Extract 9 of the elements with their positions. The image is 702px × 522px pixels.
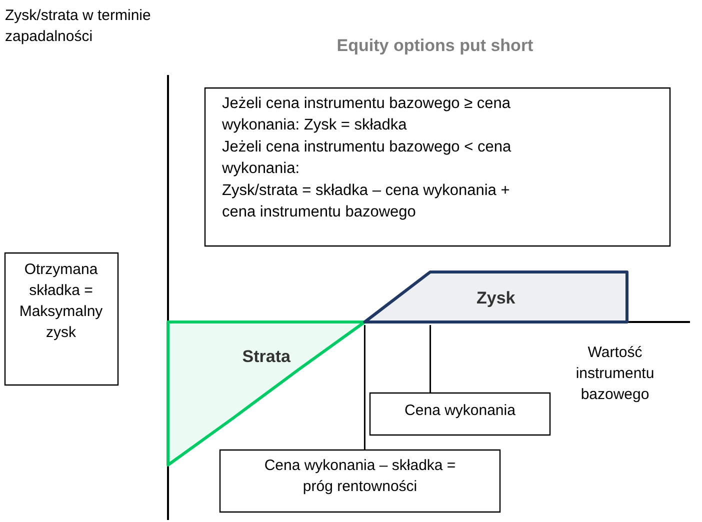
- annotation: Cena wykonania – składka = próg rentowności: [264, 457, 456, 495]
- text: Otrzymana składka = Maksymalny zysk: [19, 261, 104, 341]
- text: Zysk/strata w terminie zapadalności: [5, 7, 151, 45]
- chart-title: Equity options put short: [336, 36, 534, 55]
- text: Jeżeli cena instrumentu bazowego ≥ cena wykonania: Zysk = składka Jeżeli cena instrumentu bazowego < cena wykonania: Zysk/strata = składka – cena wykonania + cena instrumentu bazowego: [221, 95, 512, 220]
- x-axis-title: Wartość instrumentu bazowego: [576, 344, 654, 403]
- annotation: Cena wykonania: [404, 402, 516, 419]
- series-label: Strata: [242, 346, 291, 366]
- series-label: Zysk: [476, 288, 516, 308]
